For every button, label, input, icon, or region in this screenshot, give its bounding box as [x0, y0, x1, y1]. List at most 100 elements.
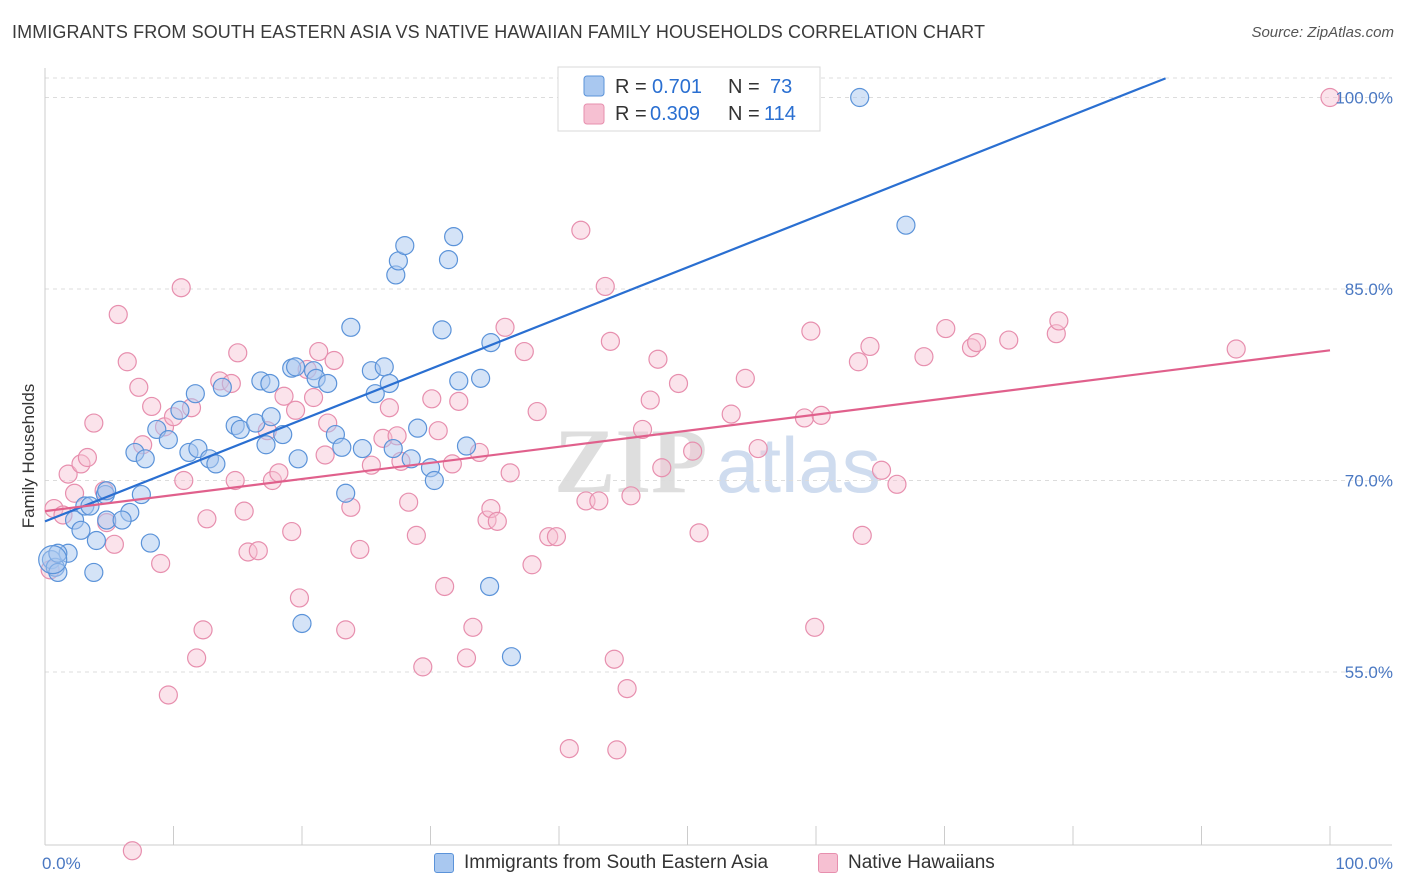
native-hawaiians-point	[683, 441, 703, 461]
legend-r-value-2: 0.309	[650, 103, 700, 125]
sea-immigrants-point	[456, 436, 477, 456]
native-hawaiians-point	[274, 386, 294, 406]
native-hawaiians-point	[269, 463, 289, 483]
native-hawaiians-point	[225, 470, 245, 491]
native-hawaiians-point	[324, 350, 344, 371]
native-hawaiians-point	[187, 648, 207, 668]
x-tick-label: 100.0%	[1335, 854, 1393, 873]
native-hawaiians-point	[735, 368, 755, 388]
native-hawaiians-point	[104, 534, 124, 554]
legend-swatch-sea-immigrants	[434, 853, 454, 873]
native-hawaiians-point	[617, 678, 637, 699]
x-tick-labels: 0.0% 100.0%	[42, 854, 1393, 873]
sea-immigrants-point	[86, 530, 107, 551]
sea-immigrants-point	[292, 613, 312, 634]
sea-immigrants-point	[84, 562, 104, 583]
native-hawaiians-point	[406, 525, 426, 545]
native-hawaiians-point	[122, 841, 142, 861]
native-hawaiians-point	[961, 338, 982, 358]
sea-immigrants-point	[170, 400, 190, 420]
sea-immigrants-trend-line	[44, 77, 1166, 523]
native-hawaiians-point	[689, 523, 709, 543]
sea-immigrants-point	[260, 373, 280, 394]
legend-label-native-hawaiians: Native Hawaiians	[848, 852, 995, 873]
native-hawaiians-point	[621, 486, 641, 506]
native-hawaiians-point	[500, 463, 520, 483]
native-hawaiians-point	[58, 464, 78, 484]
native-hawaiians-point	[668, 373, 689, 394]
sea-immigrants-point	[212, 377, 232, 397]
native-hawaiians-point	[801, 321, 821, 341]
native-hawaiians-point	[350, 539, 370, 560]
native-hawaiians-point	[852, 525, 872, 545]
sea-immigrants-point	[383, 438, 403, 459]
native-hawaiians-point	[936, 318, 956, 339]
y-axis-label: Family Households	[19, 384, 38, 529]
sea-immigrants-point	[71, 520, 91, 540]
native-hawaiians-point	[1226, 339, 1246, 359]
native-hawaiians-point	[449, 391, 469, 411]
native-hawaiians-point	[77, 447, 98, 468]
native-hawaiians-point	[632, 419, 653, 440]
native-hawaiians-point	[228, 343, 248, 363]
legend-r-label-2: R =	[615, 103, 647, 125]
native-hawaiians-point	[748, 438, 768, 459]
native-hawaiians-point	[422, 389, 442, 409]
native-hawaiians-point	[539, 527, 559, 547]
native-hawaiians-point	[309, 341, 329, 362]
native-hawaiians-point	[171, 278, 191, 298]
chart-title: IMMIGRANTS FROM SOUTH EASTERN ASIA VS NA…	[12, 22, 986, 42]
y-tick-label: 100.0%	[1335, 89, 1393, 108]
x-tick-label: 0.0%	[42, 854, 81, 873]
trend-lines	[44, 77, 1331, 523]
legend-r-value-1: 0.701	[652, 76, 702, 98]
native-hawaiians-point	[129, 377, 149, 397]
watermark-atlas: atlas	[716, 421, 881, 509]
native-hawaiians-point	[108, 304, 128, 325]
legend-item-sea-immigrants: Immigrants from South Eastern Asia	[434, 852, 768, 874]
sea-immigrants-point	[112, 510, 132, 530]
native-hawaiians-point	[648, 349, 668, 369]
native-hawaiians-point	[600, 331, 621, 351]
native-hawaiians-point	[336, 620, 356, 640]
sea-immigrants-point	[332, 437, 352, 457]
native-hawaiians-point	[871, 460, 892, 480]
sea-immigrants-point	[480, 576, 500, 597]
sea-immigrants-point	[256, 435, 276, 455]
native-hawaiians-point	[158, 685, 178, 705]
legend-r-label-1: R =	[615, 76, 647, 98]
native-hawaiians-point	[595, 276, 615, 297]
native-hawaiians-point	[848, 352, 869, 372]
native-hawaiians-point	[967, 333, 987, 353]
sea-immigrants-point	[352, 438, 372, 459]
legend-label-sea-immigrants: Immigrants from South Eastern Asia	[464, 852, 769, 873]
native-hawaiians-point	[721, 404, 741, 424]
native-hawaiians-point	[197, 509, 217, 529]
native-hawaiians-point	[248, 541, 268, 561]
native-hawaiians-point	[559, 738, 579, 759]
sea-immigrants-point	[501, 647, 522, 667]
native-hawaiians-point	[652, 458, 672, 478]
sea-immigrants-point	[140, 533, 160, 553]
native-hawaiians-point	[527, 401, 547, 422]
native-hawaiians-point	[64, 483, 85, 503]
native-hawaiians-point	[999, 330, 1019, 350]
native-hawaiians-point	[315, 445, 335, 465]
sea-immigrants-point	[444, 227, 464, 247]
native-hawaiians-point	[142, 396, 162, 417]
sea-immigrants-point	[135, 449, 155, 469]
sea-immigrants-point	[318, 373, 338, 394]
y-tick-label: 70.0%	[1345, 472, 1393, 491]
native-hawaiians-point	[1320, 87, 1340, 108]
legend-n-value-1: 73	[770, 76, 792, 98]
native-hawaiians-point	[379, 398, 399, 418]
native-hawaiians-trend-line	[44, 349, 1331, 513]
native-hawaiians-point	[413, 657, 433, 677]
native-hawaiians-point	[428, 421, 448, 441]
native-hawaiians-point	[589, 491, 609, 511]
grid-lines	[45, 77, 1392, 673]
native-hawaiians-point	[604, 649, 624, 669]
sea-immigrants-point	[432, 320, 452, 340]
native-hawaiians-point	[522, 555, 542, 575]
sea-immigrants-point	[395, 235, 415, 256]
